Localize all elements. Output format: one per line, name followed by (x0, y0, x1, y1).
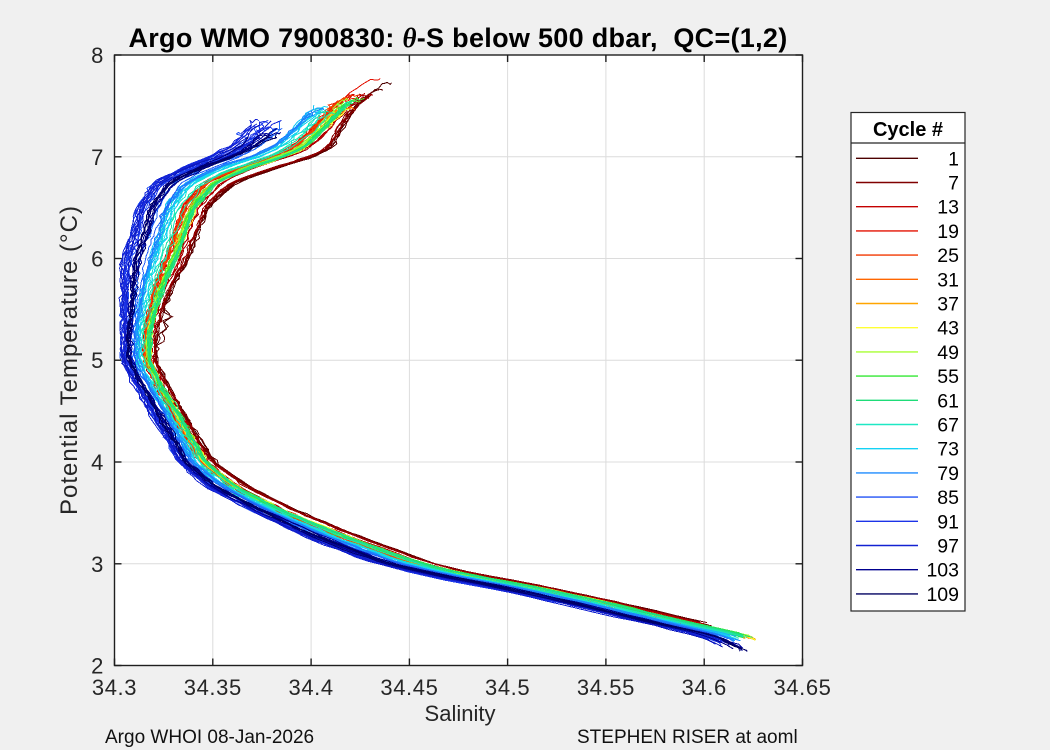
svg-text:43: 43 (937, 318, 959, 340)
svg-text:37: 37 (937, 294, 959, 316)
svg-text:55: 55 (937, 366, 959, 388)
svg-text:34.5: 34.5 (485, 675, 530, 700)
svg-text:5: 5 (91, 348, 104, 373)
svg-text:Salinity: Salinity (425, 701, 496, 726)
svg-text:109: 109 (926, 584, 959, 606)
svg-text:97: 97 (937, 536, 959, 558)
svg-text:49: 49 (937, 342, 959, 364)
svg-text:91: 91 (937, 511, 959, 533)
svg-text:25: 25 (937, 245, 959, 267)
svg-text:61: 61 (937, 390, 959, 412)
svg-text:34.65: 34.65 (773, 675, 831, 700)
svg-text:85: 85 (937, 487, 959, 509)
svg-text:34.55: 34.55 (577, 675, 635, 700)
svg-text:7: 7 (948, 173, 959, 195)
svg-text:7: 7 (91, 145, 104, 170)
svg-text:34.4: 34.4 (288, 675, 333, 700)
svg-text:Potential Temperature (°C): Potential Temperature (°C) (56, 205, 83, 515)
svg-text:8: 8 (91, 43, 104, 68)
svg-text:67: 67 (937, 415, 959, 437)
svg-text:19: 19 (937, 221, 959, 243)
svg-text:3: 3 (91, 552, 104, 577)
svg-text:31: 31 (937, 269, 959, 291)
svg-text:13: 13 (937, 197, 959, 219)
svg-text:79: 79 (937, 463, 959, 485)
svg-text:34.45: 34.45 (380, 675, 438, 700)
svg-text:6: 6 (91, 247, 104, 272)
svg-text:73: 73 (937, 439, 959, 461)
svg-text:34.3: 34.3 (92, 675, 137, 700)
svg-text:4: 4 (91, 450, 104, 475)
svg-text:2: 2 (91, 654, 104, 679)
svg-text:34.35: 34.35 (184, 675, 242, 700)
svg-text:Argo WMO 7900830: θ-S below 50: Argo WMO 7900830: θ-S below 500 dbar, QC… (128, 23, 787, 53)
svg-text:Argo WHOI 08-Jan-2026: Argo WHOI 08-Jan-2026 (105, 727, 314, 748)
svg-text:103: 103 (926, 560, 959, 582)
svg-text:Cycle #: Cycle # (873, 119, 943, 141)
svg-text:STEPHEN RISER at aoml: STEPHEN RISER at aoml (577, 727, 798, 748)
svg-text:34.6: 34.6 (682, 675, 727, 700)
svg-text:1: 1 (948, 148, 959, 170)
